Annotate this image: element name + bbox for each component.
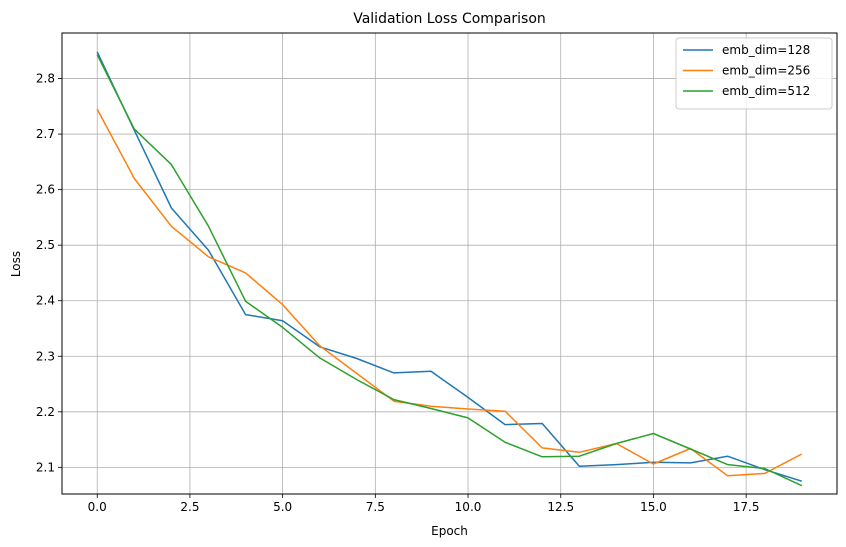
x-tick-label: 12.5	[547, 500, 574, 514]
y-tick-label: 2.1	[36, 460, 55, 474]
y-tick-label: 2.2	[36, 405, 55, 419]
chart-title: Validation Loss Comparison	[353, 11, 546, 27]
x-tick-label: 0.0	[88, 500, 107, 514]
series-line-emb-dim-128	[96, 51, 803, 482]
grid	[62, 33, 837, 494]
y-axis-ticks: 2.1 2.2 2.3 2.4 2.5 2.6 2.7 2.8	[36, 72, 62, 474]
y-tick-label: 2.7	[36, 127, 55, 141]
x-tick-label: 15.0	[640, 500, 667, 514]
x-tick-label: 2.5	[180, 500, 199, 514]
x-axis-ticks: 0.0 2.5 5.0 7.5 10.0 12.5 15.0 17.5	[88, 494, 760, 514]
x-tick-label: 5.0	[273, 500, 292, 514]
plot-frame	[61, 32, 838, 495]
legend-box	[675, 37, 833, 110]
y-axis-title: Loss	[9, 251, 23, 277]
x-axis-title: Epoch	[431, 524, 468, 538]
y-tick-label: 2.3	[36, 349, 55, 363]
x-tick-label: 7.5	[366, 500, 385, 514]
series-lines	[96, 51, 803, 487]
y-tick-label: 2.5	[36, 238, 55, 252]
x-tick-label: 17.5	[733, 500, 760, 514]
series-line-emb-dim-512	[96, 54, 803, 487]
legend-label: emb_dim=512	[722, 84, 810, 98]
y-tick-label: 2.4	[36, 294, 55, 308]
y-tick-label: 2.6	[36, 183, 55, 197]
legend-label: emb_dim=128	[722, 43, 810, 57]
series-line-emb-dim-256	[96, 108, 803, 477]
y-tick-label: 2.8	[36, 72, 55, 86]
legend: emb_dim=128 emb_dim=256 emb_dim=512	[675, 37, 833, 110]
legend-label: emb_dim=256	[722, 64, 810, 78]
x-tick-label: 10.0	[455, 500, 482, 514]
